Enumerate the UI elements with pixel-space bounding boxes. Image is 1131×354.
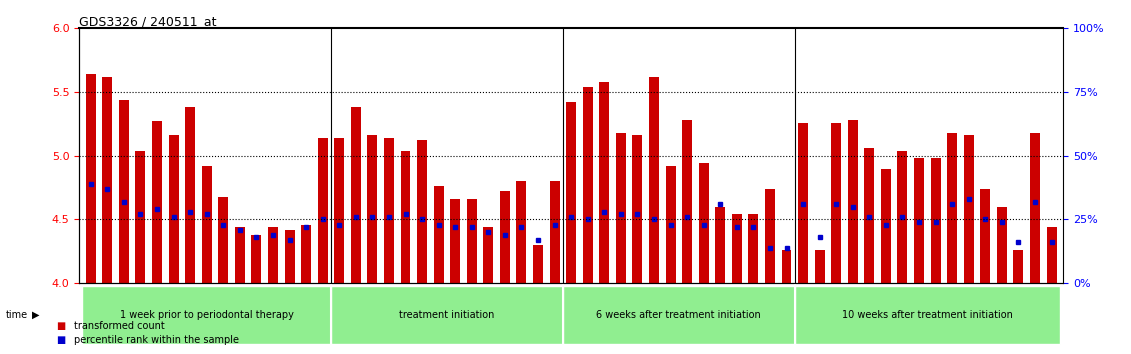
Bar xyxy=(567,102,576,283)
FancyBboxPatch shape xyxy=(331,286,563,344)
Bar xyxy=(400,151,411,283)
Bar xyxy=(582,87,593,283)
Bar xyxy=(251,235,261,283)
Text: 10 weeks after treatment initiation: 10 weeks after treatment initiation xyxy=(841,310,1012,320)
Bar xyxy=(831,122,841,283)
Text: percentile rank within the sample: percentile rank within the sample xyxy=(74,335,239,345)
Bar xyxy=(119,100,129,283)
FancyBboxPatch shape xyxy=(563,286,795,344)
FancyBboxPatch shape xyxy=(795,286,1060,344)
Bar xyxy=(318,138,328,283)
Bar xyxy=(798,122,808,283)
Bar xyxy=(765,189,775,283)
Text: 6 weeks after treatment initiation: 6 weeks after treatment initiation xyxy=(596,310,761,320)
Bar xyxy=(649,77,659,283)
Bar xyxy=(665,166,675,283)
Bar xyxy=(996,207,1007,283)
Text: ■: ■ xyxy=(57,321,66,331)
Text: ▶: ▶ xyxy=(32,310,40,320)
Bar xyxy=(1013,250,1024,283)
Text: transformed count: transformed count xyxy=(74,321,164,331)
Bar xyxy=(814,250,824,283)
Bar xyxy=(682,120,692,283)
Bar xyxy=(699,164,709,283)
Bar xyxy=(285,230,294,283)
Bar xyxy=(1030,133,1039,283)
Bar xyxy=(467,199,477,283)
Text: treatment initiation: treatment initiation xyxy=(399,310,494,320)
Bar xyxy=(103,77,112,283)
Bar xyxy=(417,141,428,283)
Bar xyxy=(301,224,311,283)
Bar xyxy=(218,196,228,283)
Bar xyxy=(500,192,510,283)
Bar xyxy=(599,82,610,283)
Bar xyxy=(947,133,957,283)
Bar xyxy=(235,227,244,283)
Bar xyxy=(268,227,278,283)
Bar xyxy=(914,158,924,283)
Bar xyxy=(550,181,560,283)
Bar xyxy=(782,250,792,283)
Bar xyxy=(169,135,179,283)
Bar xyxy=(715,207,725,283)
Text: time: time xyxy=(6,310,28,320)
Bar xyxy=(185,107,196,283)
Bar xyxy=(881,169,891,283)
Text: 1 week prior to periodontal therapy: 1 week prior to periodontal therapy xyxy=(120,310,294,320)
Bar xyxy=(136,151,146,283)
FancyBboxPatch shape xyxy=(83,286,331,344)
Bar xyxy=(632,135,642,283)
Bar xyxy=(616,133,625,283)
Bar xyxy=(86,74,96,283)
Bar xyxy=(1046,227,1056,283)
Bar xyxy=(368,135,378,283)
Text: GDS3326 / 240511_at: GDS3326 / 240511_at xyxy=(79,15,217,28)
Bar xyxy=(981,189,991,283)
Bar xyxy=(533,245,543,283)
Bar xyxy=(201,166,211,283)
Text: ■: ■ xyxy=(57,335,66,345)
Bar xyxy=(898,151,907,283)
Bar xyxy=(848,120,857,283)
Bar xyxy=(450,199,460,283)
Bar xyxy=(433,186,443,283)
Bar xyxy=(351,107,361,283)
Bar xyxy=(383,138,394,283)
Bar xyxy=(483,227,493,283)
Bar xyxy=(335,138,344,283)
Bar xyxy=(964,135,974,283)
Bar xyxy=(732,215,742,283)
Bar xyxy=(931,158,941,283)
Bar xyxy=(864,148,874,283)
Bar xyxy=(517,181,526,283)
Bar xyxy=(152,121,162,283)
Bar xyxy=(749,215,759,283)
